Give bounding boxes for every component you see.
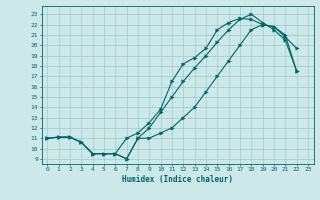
X-axis label: Humidex (Indice chaleur): Humidex (Indice chaleur): [122, 175, 233, 184]
